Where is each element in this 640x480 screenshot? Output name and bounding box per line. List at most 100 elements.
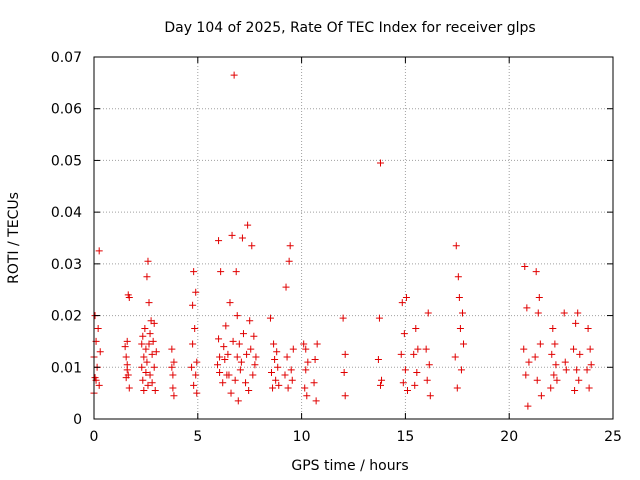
data-point <box>140 353 148 361</box>
data-point <box>281 371 289 379</box>
data-point <box>123 337 131 345</box>
data-point <box>586 345 594 353</box>
data-point <box>283 353 291 361</box>
data-point <box>524 402 532 410</box>
data-point <box>189 301 197 309</box>
y-axis-label: ROTI / TECUs <box>6 192 22 284</box>
data-point <box>522 371 530 379</box>
data-point <box>221 356 229 364</box>
data-point <box>339 314 347 322</box>
data-points <box>90 71 595 410</box>
data-point <box>270 340 278 348</box>
data-point <box>414 345 422 353</box>
data-point <box>458 309 466 317</box>
data-point <box>374 356 382 364</box>
data-point <box>122 353 130 361</box>
data-point <box>235 340 243 348</box>
data-point <box>96 348 104 356</box>
data-point <box>400 330 408 338</box>
data-point <box>423 376 431 384</box>
data-point <box>247 345 255 353</box>
data-point <box>190 268 198 276</box>
data-point <box>313 340 321 348</box>
data-point <box>150 363 158 371</box>
data-point <box>144 381 152 389</box>
data-point <box>215 237 223 245</box>
data-point <box>520 345 528 353</box>
data-point <box>251 361 259 369</box>
data-point <box>456 325 464 332</box>
data-point <box>138 340 146 348</box>
data-point <box>168 363 176 371</box>
y-tick-label: 0.05 <box>51 153 82 169</box>
data-point <box>460 340 468 348</box>
y-tick-label: 0 <box>73 412 82 428</box>
data-point <box>226 299 234 307</box>
data-point <box>269 384 277 392</box>
data-point <box>222 322 230 330</box>
data-point <box>233 353 241 361</box>
data-point <box>139 332 147 340</box>
data-point <box>123 366 131 374</box>
data-point <box>233 312 241 320</box>
data-point <box>234 397 242 405</box>
x-tick-label: 20 <box>500 429 518 445</box>
data-point <box>422 345 430 353</box>
data-point <box>300 340 308 348</box>
x-tick-label: 25 <box>604 429 622 445</box>
data-point <box>191 325 199 332</box>
data-point <box>584 325 592 332</box>
axis-ticks: 0 5 10 15 20 25 0 0.01 0.02 0.03 0.04 0.05 0.06 0.07 <box>51 50 622 445</box>
data-point <box>142 368 150 376</box>
data-point <box>341 392 349 400</box>
data-point <box>216 353 224 361</box>
data-point <box>551 340 559 348</box>
data-point <box>249 371 257 379</box>
y-tick-label: 0.06 <box>51 102 82 118</box>
data-point <box>192 288 200 296</box>
data-point <box>236 366 244 374</box>
data-point <box>570 345 578 353</box>
data-point <box>252 353 260 361</box>
data-point <box>169 384 177 392</box>
data-point <box>193 389 201 397</box>
data-point <box>94 325 102 332</box>
data-point <box>553 376 561 384</box>
data-point <box>231 376 239 384</box>
data-point <box>152 348 160 356</box>
data-point <box>217 268 225 276</box>
data-point <box>266 314 274 322</box>
data-point <box>402 293 410 301</box>
data-point <box>189 340 197 348</box>
data-point <box>170 392 178 400</box>
data-point <box>238 234 246 242</box>
data-point <box>95 381 103 389</box>
data-point <box>140 387 148 395</box>
data-point <box>216 368 224 376</box>
data-point <box>215 335 223 343</box>
plot-frame <box>93 56 614 420</box>
data-point <box>244 221 252 229</box>
data-point <box>378 376 386 384</box>
data-point <box>193 358 201 366</box>
data-point <box>145 299 153 307</box>
data-point <box>537 392 545 400</box>
data-point <box>549 325 557 332</box>
data-point <box>523 304 531 312</box>
data-point <box>228 231 236 239</box>
data-point <box>282 283 290 291</box>
y-tick-label: 0.07 <box>51 50 82 66</box>
data-point <box>230 71 238 79</box>
data-point <box>426 392 434 400</box>
data-point <box>250 332 258 340</box>
data-point <box>521 262 529 270</box>
y-tick-label: 0.03 <box>51 257 82 273</box>
data-point <box>552 361 560 369</box>
data-point <box>398 299 406 307</box>
data-point <box>572 319 580 327</box>
data-point <box>533 376 541 384</box>
data-point <box>190 381 198 389</box>
data-point <box>274 363 282 371</box>
data-point <box>452 242 460 250</box>
